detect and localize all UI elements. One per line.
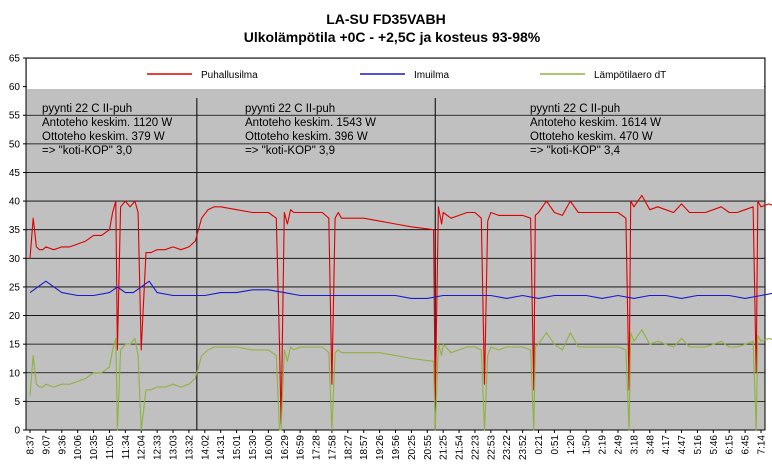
x-tick-label: 16:59 xyxy=(296,435,307,460)
annotation-1-line-0: pyynti 22 C II-puh xyxy=(245,103,335,115)
x-tick-label: 17:28 xyxy=(312,435,323,460)
annotation-2-line-1: Antoteho keskim. 1614 W xyxy=(530,117,661,129)
x-tick-label: 21:25 xyxy=(439,435,450,460)
x-tick-label: 5:16 xyxy=(693,435,704,455)
y-tick-label: 65 xyxy=(9,54,21,65)
annotation-0-line-2: Ottoteho keskim. 379 W xyxy=(42,131,165,143)
x-tick-label: 13:03 xyxy=(169,435,180,460)
x-tick-label: 4:47 xyxy=(677,435,688,455)
y-tick-label: 50 xyxy=(9,139,21,150)
y-tick-label: 20 xyxy=(9,311,21,322)
series-layer xyxy=(29,194,772,431)
y-tick-label: 35 xyxy=(9,225,21,236)
legend-label-0: Puhallusilma xyxy=(201,70,258,81)
x-tick-label: 5:46 xyxy=(709,435,720,455)
x-tick-label: 0:51 xyxy=(550,435,561,455)
x-tick-label: 1:20 xyxy=(566,435,577,455)
x-tick-label: 15:30 xyxy=(248,435,259,460)
x-axis-ticks: 8:37 9:07 9:36 10:06 10:35 11:05 11:34 12:04 12:… xyxy=(26,430,768,460)
y-tick-label: 15 xyxy=(9,340,21,351)
annotation-0-line-3: => "koti-KOP" 3,0 xyxy=(42,145,132,157)
annotation-0-line-1: Antoteho keskim. 1120 W xyxy=(42,117,172,129)
x-tick-label: 17:58 xyxy=(327,435,338,460)
x-tick-label: 20:25 xyxy=(407,435,418,460)
y-tick-label: 5 xyxy=(14,397,20,408)
y-tick-label: 25 xyxy=(9,282,21,293)
x-tick-label: 23:52 xyxy=(518,435,529,460)
x-tick-label: 21:54 xyxy=(455,435,466,460)
x-tick-label: 2:19 xyxy=(598,435,609,455)
x-tick-label: 0:21 xyxy=(534,435,545,455)
plot-area xyxy=(25,57,766,431)
annotation-1-line-1: Antoteho keskim. 1543 W xyxy=(245,117,376,129)
y-axis-ticks: 0 5 10 15 20 25 30 35 40 45 50 55 60 65 xyxy=(9,54,26,437)
x-tick-label: 2:49 xyxy=(613,435,624,455)
x-tick-label: 3:18 xyxy=(629,435,640,455)
x-tick-label: 3:48 xyxy=(645,435,656,455)
annotation-2-line-2: Ottoteho keskim. 470 W xyxy=(530,131,653,143)
annotation-2-line-3: => "koti-KOP" 3,4 xyxy=(530,145,621,157)
x-tick-label: 16:29 xyxy=(280,435,291,460)
x-tick-label: 6:45 xyxy=(741,435,752,455)
chart-subtitle: Ulkolämpötila +0C - +2,5C ja kosteus 93-… xyxy=(244,29,541,45)
x-tick-label: 22:53 xyxy=(486,435,497,460)
x-tick-label: 4:17 xyxy=(661,435,672,455)
y-tick-label: 60 xyxy=(9,82,21,93)
x-tick-label: 19:26 xyxy=(375,435,386,460)
legend: Puhallusilma Imuilma Lämpötilaero dT xyxy=(147,70,666,81)
x-tick-label: 12:33 xyxy=(153,435,164,460)
y-tick-label: 0 xyxy=(14,426,20,437)
y-tick-label: 30 xyxy=(9,254,21,265)
x-tick-label: 13:32 xyxy=(184,435,195,460)
x-tick-label: 12:04 xyxy=(137,435,148,460)
x-tick-label: 15:01 xyxy=(232,435,243,460)
annotation-2-line-0: pyynti 22 C II-puh xyxy=(530,103,620,115)
annotation-0-line-0: pyynti 22 C II-puh xyxy=(42,103,132,115)
x-tick-label: 18:27 xyxy=(343,435,354,460)
x-tick-label: 11:34 xyxy=(121,435,132,460)
x-tick-label: 20:55 xyxy=(423,435,434,460)
x-tick-label: 1:50 xyxy=(582,435,593,455)
x-tick-label: 18:57 xyxy=(359,435,370,460)
x-tick-label: 23:22 xyxy=(502,435,513,460)
x-tick-label: 10:35 xyxy=(89,435,100,460)
x-tick-label: 19:56 xyxy=(391,435,402,460)
x-tick-label: 14:02 xyxy=(200,435,211,460)
x-tick-label: 10:06 xyxy=(73,435,84,460)
x-tick-label: 22:23 xyxy=(470,435,481,460)
annotation-1-line-3: => "koti-KOP" 3,9 xyxy=(245,145,335,157)
y-tick-label: 10 xyxy=(9,368,21,379)
x-tick-label: 7:14 xyxy=(757,435,768,455)
y-tick-label: 40 xyxy=(9,197,21,208)
x-tick-label: 11:05 xyxy=(105,435,116,460)
series-line-1 xyxy=(29,280,772,299)
legend-label-1: Imuilma xyxy=(414,70,449,81)
series-line-0 xyxy=(29,194,772,425)
legend-label-2: Lämpötilaero dT xyxy=(594,70,666,81)
x-tick-label: 6:15 xyxy=(725,435,736,455)
annotations: pyynti 22 C II-puh Antoteho keskim. 1120 … xyxy=(42,103,661,157)
series-line-2 xyxy=(29,329,772,431)
x-tick-label: 14:31 xyxy=(216,435,227,460)
x-tick-label: 9:07 xyxy=(41,435,52,455)
x-tick-label: 8:37 xyxy=(26,435,37,455)
y-tick-label: 55 xyxy=(9,111,21,122)
y-tick-label: 45 xyxy=(9,168,21,179)
annotation-1-line-2: Ottoteho keskim. 396 W xyxy=(245,131,368,143)
x-tick-label: 9:36 xyxy=(57,435,68,455)
x-tick-label: 16:00 xyxy=(264,435,275,460)
chart-title: LA-SU FD35VABH xyxy=(326,11,446,27)
